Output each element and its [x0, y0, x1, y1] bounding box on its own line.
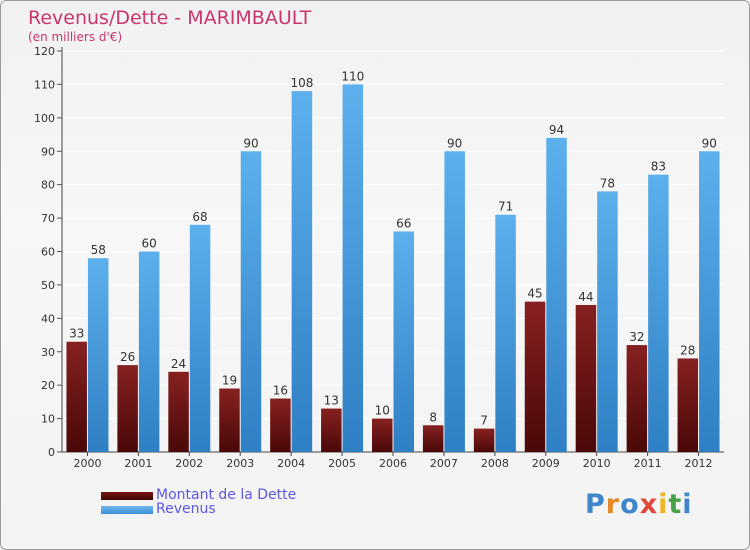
x-tick-label: 2010: [583, 457, 611, 470]
y-tick-label: 100: [34, 112, 55, 125]
value-label-revenus: 83: [651, 160, 666, 174]
y-tick-label: 50: [41, 279, 55, 292]
value-label-dette: 8: [429, 410, 437, 424]
bar-dette: [422, 425, 444, 452]
bar-revenus: [189, 224, 211, 452]
value-label-revenus: 68: [192, 210, 207, 224]
bar-dette: [117, 365, 138, 452]
bar-dette: [626, 345, 648, 452]
legend-label-revenus: Revenus: [156, 501, 216, 517]
value-label-dette: 7: [480, 414, 488, 428]
value-label-dette: 28: [680, 343, 695, 357]
value-label-dette: 32: [629, 330, 644, 344]
bar-revenus: [342, 84, 364, 453]
bar-revenus: [138, 251, 160, 452]
bar-revenus: [495, 214, 516, 452]
bar-dette: [168, 371, 189, 452]
bar-dette: [270, 398, 291, 452]
legend-label-dette: Montant de la Dette: [156, 487, 297, 503]
chart-subtitle: (en milliers d'€): [28, 30, 123, 44]
bar-revenus: [546, 137, 567, 452]
value-label-dette: 10: [375, 404, 390, 418]
value-label-revenus: 78: [600, 176, 615, 190]
value-label-revenus: 90: [243, 136, 258, 150]
x-tick-label: 2012: [685, 457, 713, 470]
bar-revenus: [393, 231, 414, 452]
x-tick-label: 2001: [124, 457, 152, 470]
value-label-dette: 45: [527, 287, 542, 301]
y-tick-label: 90: [41, 145, 55, 158]
value-label-revenus: 108: [290, 76, 313, 90]
x-tick-label: 2006: [379, 457, 407, 470]
bar-revenus: [597, 191, 618, 452]
y-tick-label: 60: [41, 246, 55, 259]
x-tick-label: 2002: [175, 457, 203, 470]
proxiti-logo: Proxiti: [585, 489, 693, 520]
value-label-revenus: 110: [341, 69, 364, 83]
bar-dette: [219, 388, 240, 452]
x-tick-label: 2003: [226, 457, 254, 470]
x-tick-label: 2007: [430, 457, 458, 470]
bar-revenus: [699, 151, 720, 452]
y-tick-label: 10: [41, 413, 55, 426]
bar-dette: [372, 418, 393, 452]
value-label-dette: 19: [222, 374, 237, 388]
y-tick-label: 30: [41, 346, 55, 359]
x-tick-label: 2004: [277, 457, 305, 470]
y-tick-label: 0: [48, 446, 55, 459]
x-tick-label: 2008: [481, 457, 509, 470]
x-tick-label: 2011: [634, 457, 662, 470]
value-label-dette: 33: [69, 327, 84, 341]
value-label-revenus: 60: [141, 237, 156, 251]
y-tick-label: 120: [34, 45, 55, 58]
value-label-dette: 13: [324, 394, 339, 408]
y-tick-label: 80: [41, 179, 55, 192]
value-label-revenus: 90: [702, 136, 717, 150]
value-label-revenus: 94: [549, 123, 564, 137]
bar-dette: [575, 304, 597, 452]
value-label-dette: 44: [578, 290, 593, 304]
legend-swatch-revenus: [101, 506, 153, 514]
value-label-dette: 26: [120, 350, 135, 364]
bar-revenus: [444, 151, 465, 452]
y-tick-label: 20: [41, 379, 55, 392]
bar-dette: [677, 358, 699, 452]
bar-dette: [473, 428, 495, 452]
chart-title: Revenus/Dette - MARIMBAULT: [28, 7, 312, 29]
legend-swatch-dette: [101, 492, 153, 500]
value-label-revenus: 90: [447, 136, 462, 150]
y-tick-label: 70: [41, 212, 55, 225]
bar-revenus: [240, 151, 262, 452]
value-label-revenus: 71: [498, 200, 513, 214]
x-tick-label: 2005: [328, 457, 356, 470]
bar-dette: [66, 341, 87, 452]
value-label-dette: 16: [273, 384, 288, 398]
bar-revenus: [648, 174, 669, 452]
y-tick-label: 40: [41, 312, 55, 325]
bar-dette: [321, 408, 342, 452]
x-tick-label: 2000: [73, 457, 101, 470]
value-label-dette: 24: [171, 357, 186, 371]
bar-revenus: [291, 91, 313, 452]
value-label-revenus: 66: [396, 216, 411, 230]
y-tick-label: 110: [34, 78, 55, 91]
value-label-revenus: 58: [91, 243, 106, 257]
bar-revenus: [87, 258, 109, 452]
bar-dette: [524, 301, 546, 452]
x-tick-label: 2009: [532, 457, 560, 470]
